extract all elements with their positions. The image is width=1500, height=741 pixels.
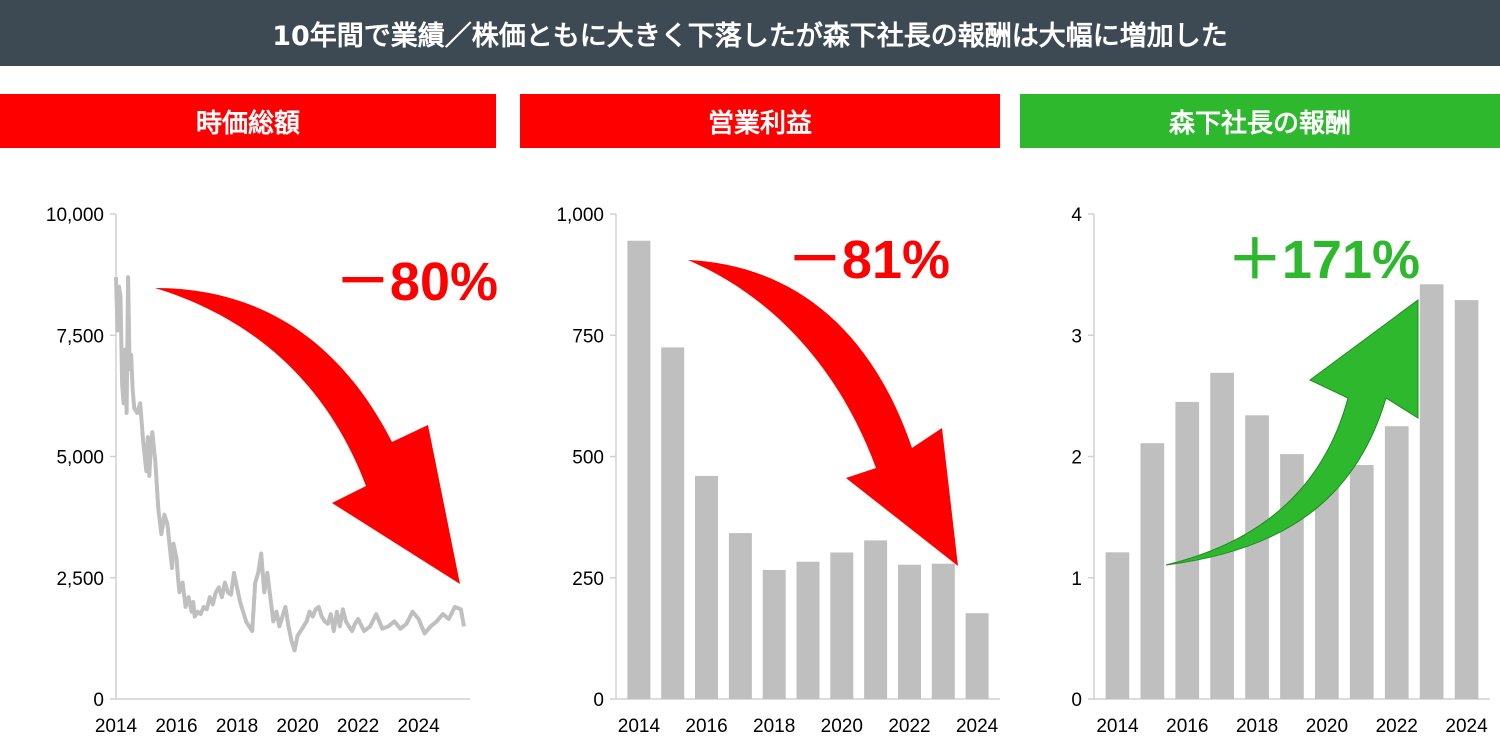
y-tick-label: 2: [1071, 448, 1082, 469]
y-tick-label: 4: [1071, 205, 1082, 226]
x-tick-label: 2020: [276, 716, 318, 737]
up-arrow-icon: [1165, 299, 1419, 566]
x-tick-label: 2014: [95, 716, 138, 737]
bar-2016: [695, 475, 718, 699]
panel-header-operating-profit: 営業利益: [520, 94, 1000, 148]
y-tick-label: 0: [593, 690, 604, 711]
bar-2015: [1140, 443, 1165, 699]
x-tick-label: 2020: [1306, 716, 1348, 737]
y-tick-label: 1: [1071, 569, 1082, 590]
x-tick-label: 2022: [888, 716, 930, 737]
bar-2020: [1315, 474, 1339, 699]
bar-2022: [1384, 426, 1409, 699]
y-tick-label: 2,500: [56, 569, 104, 590]
x-tick-label: 2022: [337, 716, 379, 737]
y-tick-label: 250: [572, 569, 604, 590]
x-tick-label: 2018: [753, 716, 795, 737]
x-tick-label: 2016: [685, 716, 727, 737]
x-tick-label: 2014: [1096, 716, 1139, 737]
x-tick-label: 2016: [155, 716, 197, 737]
y-tick-label: 10,000: [46, 205, 104, 226]
y-tick-label: 750: [572, 326, 604, 347]
y-tick-label: 5,000: [56, 448, 104, 469]
y-tick-label: 7,500: [56, 326, 104, 347]
bar-2018: [762, 570, 786, 699]
market-cap-line: [114, 275, 466, 653]
bar-2023: [931, 563, 955, 699]
bar-2020: [830, 552, 854, 699]
x-tick-label: 2024: [956, 716, 999, 737]
bar-2017: [1210, 372, 1234, 699]
bar-2016: [1175, 401, 1200, 699]
x-tick-label: 2020: [821, 716, 863, 737]
x-tick-label: 2022: [1376, 716, 1418, 737]
operating-profit-chart: 0 250 500 750 1,000 2014 2016 2018 2020 2022 2024…: [556, 205, 1000, 737]
page-title: 10年間で業績／株価ともに大きく下落したが森下社長の報酬は大幅に増加した: [0, 0, 1500, 66]
bar-2014: [627, 240, 651, 699]
bar-2019: [796, 561, 820, 699]
ceo-compensation-chart: 0 1 2 3 4 2014 2016 2018 2020 2022 2024 ＋171%: [1071, 205, 1490, 737]
bar-2023: [1419, 284, 1444, 699]
panel-header-ceo-compensation: 森下社長の報酬: [1020, 94, 1500, 148]
market-cap-chart: 0 2,500 5,000 7,500 10,000 2014 2016 2018 2020 2…: [46, 205, 498, 737]
y-tick-label: 500: [572, 448, 604, 469]
operating-profit-change-label: －81%: [788, 230, 950, 290]
panel-header-market-cap: 時価総額: [0, 94, 496, 148]
y-tick-label: 0: [1071, 690, 1082, 711]
bar-2021: [864, 540, 888, 699]
bar-2021: [1349, 465, 1374, 699]
down-arrow-icon: [155, 288, 460, 584]
bar-2024: [965, 613, 989, 699]
bar-2017: [728, 533, 752, 699]
bar-2018: [1245, 415, 1269, 699]
y-tick-label: 1,000: [556, 205, 604, 226]
x-tick-label: 2018: [216, 716, 258, 737]
x-tick-label: 2024: [397, 716, 440, 737]
bar-2024: [1454, 300, 1479, 699]
ceo-compensation-change-label: ＋171%: [1228, 230, 1420, 290]
y-tick-label: 0: [93, 690, 104, 711]
down-arrow-icon: [688, 260, 958, 566]
x-tick-label: 2024: [1445, 716, 1488, 737]
y-tick-label: 3: [1071, 326, 1082, 347]
bar-2022: [898, 564, 921, 699]
x-tick-label: 2014: [618, 716, 661, 737]
bar-2015: [661, 347, 685, 699]
market-cap-change-label: －80%: [336, 252, 498, 312]
x-tick-label: 2018: [1236, 716, 1278, 737]
x-tick-label: 2016: [1166, 716, 1208, 737]
bar-2014: [1105, 552, 1130, 699]
